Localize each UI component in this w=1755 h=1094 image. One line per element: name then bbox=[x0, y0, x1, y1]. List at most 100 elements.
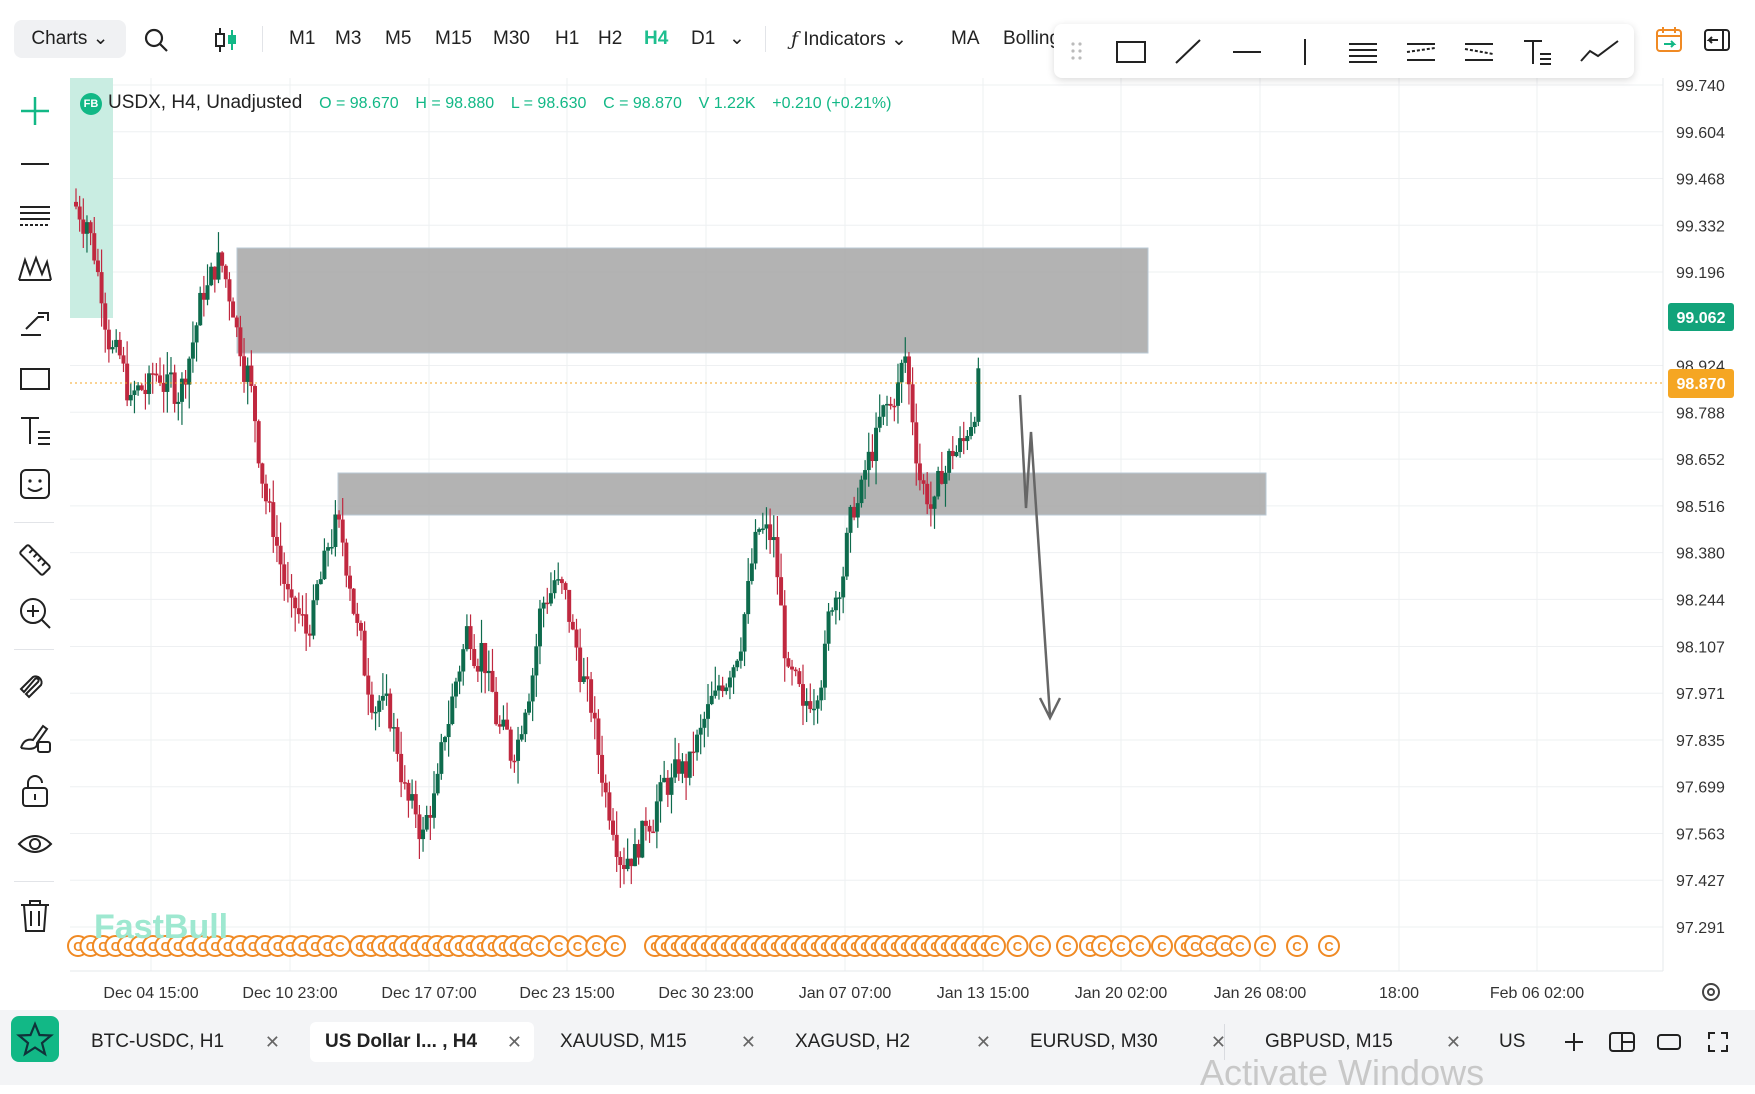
close-icon[interactable]: ✕ bbox=[264, 1032, 280, 1052]
tf-d1[interactable]: D1 bbox=[691, 28, 716, 49]
candle-body bbox=[760, 528, 765, 531]
chart-tab[interactable]: XAGUSD, H2 ✕ bbox=[781, 1022, 1003, 1062]
brush-lock-icon[interactable] bbox=[16, 718, 54, 756]
candle-body bbox=[435, 773, 440, 794]
fullscreen-icon[interactable] bbox=[1706, 1030, 1730, 1054]
forecast-arrow[interactable] bbox=[1018, 394, 1052, 717]
drag-handle-icon[interactable] bbox=[1070, 36, 1084, 66]
candlestick-type-icon[interactable] bbox=[213, 26, 239, 54]
channel-tool-icon[interactable] bbox=[16, 198, 54, 236]
vertical-line-tool-icon[interactable] bbox=[1288, 36, 1322, 66]
candle-body bbox=[603, 782, 608, 793]
single-layout-icon[interactable] bbox=[1656, 1030, 1682, 1054]
tf-m1[interactable]: M1 bbox=[289, 28, 316, 49]
economic-event-glyph: C bbox=[173, 939, 183, 954]
magnet-icon[interactable] bbox=[16, 664, 54, 702]
close-icon[interactable]: ✕ bbox=[1210, 1032, 1226, 1052]
candle-body bbox=[866, 451, 871, 471]
candle-body bbox=[863, 470, 868, 480]
crosshair-add-icon[interactable] bbox=[16, 92, 54, 130]
text-annotation-icon[interactable] bbox=[16, 412, 54, 450]
chart-tab[interactable]: EURUSD, M30 ✕ bbox=[1016, 1022, 1238, 1062]
close-icon[interactable]: ✕ bbox=[740, 1032, 756, 1052]
close-icon[interactable]: ✕ bbox=[506, 1032, 522, 1052]
close-icon[interactable]: ✕ bbox=[975, 1032, 991, 1052]
candle-body bbox=[406, 782, 411, 801]
candle-body bbox=[274, 536, 279, 546]
os-watermark: Activate Windows bbox=[1200, 1052, 1485, 1093]
search-icon[interactable] bbox=[143, 27, 169, 53]
economic-event-glyph: C bbox=[1085, 939, 1095, 954]
parallel-channel-icon[interactable] bbox=[1346, 36, 1380, 66]
candle-body bbox=[928, 504, 933, 509]
candle-body bbox=[439, 742, 444, 774]
regression-channel-icon[interactable] bbox=[1404, 36, 1438, 66]
tf-h4[interactable]: H4 bbox=[644, 28, 669, 49]
timeframe-more-chevron-icon[interactable]: ⌄ bbox=[729, 28, 745, 49]
close-icon[interactable]: ✕ bbox=[1445, 1032, 1461, 1052]
session-highlight bbox=[70, 78, 113, 318]
candle-body bbox=[757, 529, 762, 532]
candle-body bbox=[179, 378, 184, 402]
chart-tab-active[interactable]: US Dollar I... , H4 ✕ bbox=[310, 1022, 534, 1062]
candle-body bbox=[545, 602, 550, 605]
ma-button[interactable]: MA bbox=[951, 28, 980, 49]
price-tick-label: 97.563 bbox=[1676, 826, 1725, 843]
horizontal-line-icon[interactable] bbox=[16, 145, 54, 183]
economic-event-glyph: C bbox=[535, 939, 545, 954]
candle-body bbox=[658, 782, 663, 802]
symbol-label[interactable]: USDX, H4, Unadjusted bbox=[108, 92, 303, 113]
tf-m3[interactable]: M3 bbox=[335, 28, 362, 49]
trash-icon[interactable] bbox=[16, 897, 54, 935]
layout-split-icon[interactable] bbox=[1608, 1030, 1636, 1054]
candle-body bbox=[775, 537, 780, 578]
rectangle-tool-icon[interactable] bbox=[1114, 36, 1148, 66]
path-tool-icon[interactable] bbox=[1578, 36, 1622, 66]
candle-body bbox=[242, 356, 247, 382]
add-tab-icon[interactable] bbox=[1562, 1030, 1586, 1054]
tf-m15[interactable]: M15 bbox=[435, 28, 472, 49]
favorites-button[interactable] bbox=[11, 1016, 59, 1062]
candle-body bbox=[457, 671, 462, 682]
visibility-eye-icon[interactable] bbox=[16, 825, 54, 863]
axis-settings-icon[interactable] bbox=[1702, 983, 1720, 1001]
candle-body bbox=[903, 356, 908, 363]
candle-body bbox=[552, 580, 557, 594]
projection-tool-icon[interactable] bbox=[16, 305, 54, 343]
candle-body bbox=[201, 292, 206, 300]
resistance-zone-lower[interactable] bbox=[337, 472, 1267, 516]
tf-h2[interactable]: H2 bbox=[598, 28, 623, 49]
text-tool-icon[interactable] bbox=[1520, 36, 1554, 66]
calendar-refresh-icon[interactable] bbox=[1654, 25, 1684, 55]
candle-body bbox=[508, 729, 513, 761]
bollinger-button[interactable]: Bolling bbox=[1003, 28, 1057, 49]
collapse-panel-icon[interactable] bbox=[1702, 25, 1732, 55]
tf-h1[interactable]: H1 bbox=[555, 28, 580, 49]
tf-m30[interactable]: M30 bbox=[493, 28, 530, 49]
zoom-in-icon[interactable] bbox=[16, 594, 54, 632]
resistance-zone-upper[interactable] bbox=[236, 247, 1149, 354]
tf-m5[interactable]: M5 bbox=[385, 28, 412, 49]
trend-line-tool-icon[interactable] bbox=[1172, 36, 1206, 66]
chart-tab[interactable]: GBPUSD, M15 ✕ bbox=[1251, 1022, 1473, 1062]
pattern-tool-icon[interactable] bbox=[16, 250, 54, 288]
chart-tab[interactable]: XAUUSD, M15 ✕ bbox=[546, 1022, 768, 1062]
candle-body bbox=[841, 576, 846, 598]
ruler-icon[interactable] bbox=[16, 541, 54, 579]
chart-tab[interactable]: BTC-USDC, H1 ✕ bbox=[70, 1022, 292, 1062]
emoji-sticker-icon[interactable] bbox=[16, 465, 54, 503]
candle-body bbox=[77, 206, 82, 220]
charts-menu-button[interactable]: Charts ⌄ bbox=[14, 20, 126, 58]
candle-body bbox=[826, 611, 831, 644]
candle-body bbox=[399, 753, 404, 783]
candle-body bbox=[673, 759, 678, 778]
shape-tool-icon[interactable] bbox=[16, 360, 54, 398]
horizontal-line-tool-icon[interactable] bbox=[1230, 36, 1264, 66]
flat-channel-icon[interactable] bbox=[1462, 36, 1496, 66]
time-tick-label: Dec 04 15:00 bbox=[103, 985, 198, 1002]
lock-icon[interactable] bbox=[16, 772, 54, 810]
chart-tab[interactable]: US 3( bbox=[1485, 1022, 1529, 1062]
economic-event-glyph: C bbox=[298, 939, 308, 954]
indicators-button[interactable]: ƒ Indicators ⌄ bbox=[791, 20, 907, 58]
